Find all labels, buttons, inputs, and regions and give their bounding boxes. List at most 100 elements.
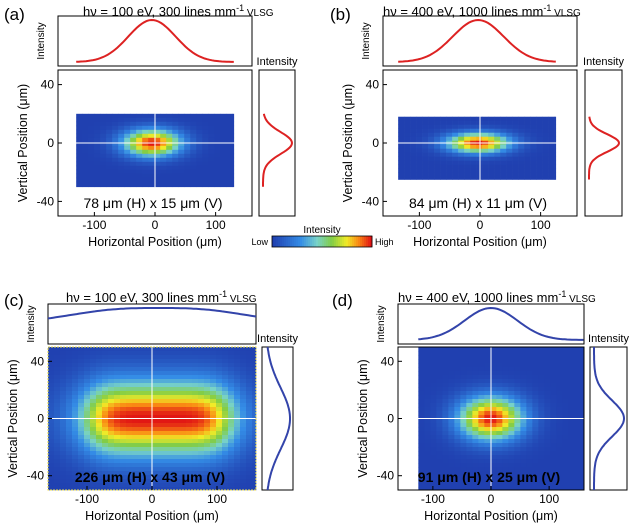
heatmap-cell	[214, 125, 221, 131]
heatmap-cell	[66, 415, 73, 420]
heatmap-cell	[124, 177, 131, 183]
heatmap-cell	[82, 161, 89, 167]
heatmap-cell	[478, 351, 485, 356]
heatmap-cell	[60, 391, 67, 396]
heatmap-cell	[180, 359, 187, 364]
heatmap-cell	[102, 415, 109, 420]
heatmap-cell	[132, 371, 139, 376]
heatmap-cell	[136, 121, 143, 127]
heatmap-cell	[126, 351, 133, 356]
x-axis-label: Horizontal Position (μm)	[88, 235, 222, 249]
heatmap-cell	[440, 160, 447, 166]
heatmap-cell	[222, 407, 229, 412]
heatmap-cell	[202, 185, 209, 188]
heatmap-cell	[138, 435, 145, 440]
heatmap-cell	[66, 407, 73, 412]
heatmap-cell	[252, 407, 257, 412]
heatmap-cell	[542, 152, 549, 158]
heatmap-cell	[120, 391, 127, 396]
heatmap-cell	[508, 359, 515, 364]
heatmap-cell	[496, 403, 503, 408]
heatmap-cell	[538, 371, 545, 376]
heatmap-cell	[452, 168, 459, 174]
heatmap-cell	[198, 459, 205, 464]
colorbar-swatch	[344, 236, 347, 247]
heatmap-cell	[172, 121, 179, 127]
heatmap-cell	[82, 157, 89, 163]
heatmap-cell	[550, 351, 557, 356]
heatmap	[418, 347, 585, 491]
heatmap-cell	[100, 113, 107, 119]
heatmap-cell	[180, 459, 187, 464]
heatmap-cell	[252, 431, 257, 436]
heatmap-cell	[532, 431, 539, 436]
heatmap-cell	[458, 152, 465, 158]
heatmap-cell	[508, 419, 515, 424]
heatmap-cell	[532, 451, 539, 456]
heatmap-cell	[532, 467, 539, 472]
heatmap-cell	[190, 177, 197, 183]
heatmap-cell	[174, 415, 181, 420]
heatmap-cell	[404, 144, 411, 150]
heatmap-cell	[48, 411, 55, 416]
heatmap-cell	[252, 379, 257, 384]
heatmap-cell	[496, 459, 503, 464]
heatmap-cell	[190, 137, 197, 143]
heatmap-cell	[142, 157, 149, 163]
heatmap-cell	[466, 443, 473, 448]
heatmap-cell	[202, 133, 209, 139]
heatmap-cell	[410, 172, 417, 178]
heatmap-cell	[452, 116, 459, 122]
heatmap-cell	[156, 371, 163, 376]
heatmap-cell	[138, 483, 145, 488]
heatmap-cell	[460, 391, 467, 396]
heatmap-cell	[234, 383, 241, 388]
heatmap-cell	[208, 161, 215, 167]
heatmap-cell	[132, 363, 139, 368]
heatmap-cell	[210, 399, 217, 404]
side-profile-frame	[258, 69, 296, 217]
heatmap-cell	[60, 411, 67, 416]
heatmap-cell	[476, 124, 483, 130]
heatmap-cell	[210, 371, 217, 376]
heatmap-cell	[66, 439, 73, 444]
heatmap-cell	[536, 168, 543, 174]
heatmap-cell	[430, 351, 437, 356]
heatmap-cell	[144, 363, 151, 368]
heatmap-cell	[442, 431, 449, 436]
heatmap-cell	[422, 128, 429, 134]
heatmap-cell	[452, 156, 459, 162]
heatmap-cell	[472, 427, 479, 432]
heatmap-cell	[430, 359, 437, 364]
heatmap-cell	[458, 116, 465, 122]
heatmap-cell	[138, 447, 145, 452]
heatmap-cell	[246, 447, 253, 452]
heatmap-cell	[96, 483, 103, 488]
heatmap-cell	[410, 168, 417, 174]
heatmap-cell	[580, 403, 585, 408]
heatmap-cell	[84, 455, 91, 460]
heatmap-cell	[252, 383, 257, 388]
heatmap-cell	[436, 459, 443, 464]
heatmap-cell	[178, 157, 185, 163]
heatmap-cell	[156, 455, 163, 460]
y-tick-label: 40	[381, 354, 395, 368]
heatmap-cell	[538, 375, 545, 380]
heatmap-cell	[544, 415, 551, 420]
heatmap-cell	[162, 363, 169, 368]
heatmap-cell	[120, 415, 127, 420]
heatmap-cell	[54, 419, 61, 424]
heatmap-cell	[568, 391, 575, 396]
heatmap-cell	[72, 467, 79, 472]
heatmap-cell	[124, 129, 131, 135]
heatmap-cell	[130, 129, 137, 135]
heatmap-cell	[574, 415, 581, 420]
heatmap-cell	[172, 153, 179, 159]
heatmap-cell	[512, 124, 519, 130]
y-axis-label: Vertical Position (μm)	[356, 359, 370, 477]
heatmap-cell	[536, 144, 543, 150]
heatmap-cell	[434, 152, 441, 158]
heatmap-cell	[186, 351, 193, 356]
heatmap-cell	[220, 117, 227, 123]
heatmap-cell	[580, 355, 585, 360]
